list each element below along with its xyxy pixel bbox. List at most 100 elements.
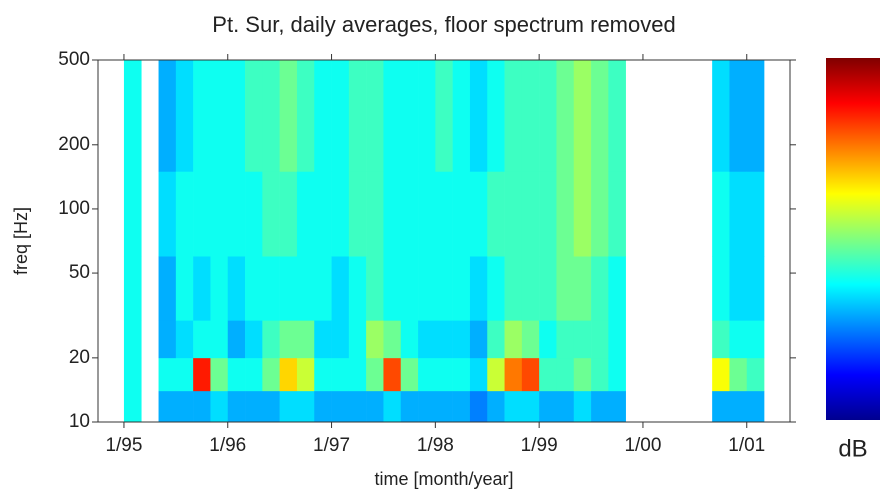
spectrogram-cell (469, 60, 488, 172)
spectrogram-cell (591, 256, 609, 321)
spectrogram-cell (591, 357, 609, 392)
spectrogram-cell (175, 357, 194, 392)
spectrogram-cell (245, 390, 263, 423)
spectrogram-cell (314, 357, 332, 392)
spectrogram-cell (175, 256, 194, 321)
spectrogram-cell (608, 357, 626, 392)
spectrogram-cell (348, 390, 367, 423)
spectrogram-cell (227, 357, 246, 392)
spectrogram-cell (573, 357, 592, 392)
spectrogram-cell (348, 171, 367, 257)
spectrogram-cell (210, 256, 229, 321)
spectrogram-cell (712, 390, 730, 423)
spectrogram-cell (314, 60, 332, 172)
spectrogram-cell (452, 357, 471, 392)
x-tick-label: 1/97 (313, 435, 350, 456)
y-tick-label: 10 (69, 411, 90, 432)
spectrogram-cell (521, 60, 540, 172)
spectrogram-cell (175, 320, 194, 359)
spectrogram-cell (418, 256, 436, 321)
spectrogram-cell (331, 171, 350, 257)
spectrogram-cell (487, 320, 505, 359)
spectrogram-cell (539, 320, 557, 359)
spectrogram-cell (245, 60, 263, 172)
spectrogram-cell (573, 320, 592, 359)
spectrogram-cell (452, 256, 471, 321)
spectrogram-cell (556, 390, 575, 423)
spectrogram-cell (487, 256, 505, 321)
spectrogram-cell (746, 390, 765, 423)
spectrogram-cell (348, 60, 367, 172)
spectrogram-cell (504, 357, 523, 392)
spectrogram-cell (296, 320, 315, 359)
spectrogram-cell (123, 60, 142, 172)
spectrogram-cell (712, 256, 730, 321)
spectrogram-cell (400, 256, 419, 321)
spectrogram-cell (729, 171, 748, 257)
spectrogram-cell (539, 390, 557, 423)
spectrogram-cell (400, 357, 419, 392)
spectrogram-cell (227, 320, 246, 359)
y-tick-label: 200 (58, 134, 90, 155)
spectrogram-cell (262, 357, 280, 392)
spectrogram-cell (746, 171, 765, 257)
spectrogram-cell (400, 171, 419, 257)
spectrogram-cell (123, 390, 142, 423)
spectrogram-cell (452, 171, 471, 257)
spectrogram-cell (366, 60, 384, 172)
spectrogram-cell (175, 390, 194, 423)
spectrogram-cell (746, 357, 765, 392)
spectrogram-cell (435, 171, 453, 257)
spectrogram-cell (193, 60, 211, 172)
spectrogram-cell (314, 390, 332, 423)
spectrogram-cell (331, 60, 350, 172)
x-tick-label: 1/96 (209, 435, 246, 456)
spectrogram-cell (452, 390, 471, 423)
x-tick-label: 1/00 (624, 435, 661, 456)
spectrogram-cell (504, 256, 523, 321)
spectrogram-cell (175, 60, 194, 172)
spectrogram-cell (158, 171, 177, 257)
spectrogram-cell (158, 357, 177, 392)
spectrogram-cell (262, 256, 280, 321)
spectrogram-cell (608, 256, 626, 321)
spectrogram-cell (227, 390, 246, 423)
spectrogram-cell (314, 256, 332, 321)
spectrogram-cell (573, 390, 592, 423)
spectrogram-cell (279, 320, 298, 359)
spectrogram-cell (573, 256, 592, 321)
spectrogram-cell (348, 256, 367, 321)
spectrogram-cell (556, 60, 575, 172)
y-tick-label: 500 (58, 49, 90, 70)
spectrogram-cell (556, 320, 575, 359)
spectrogram-cell (521, 256, 540, 321)
spectrogram-cell (331, 320, 350, 359)
spectrogram-cell (521, 171, 540, 257)
spectrogram-cell (262, 320, 280, 359)
spectrogram-cell (314, 171, 332, 257)
spectrogram-cell (435, 60, 453, 172)
spectrogram-cell (608, 60, 626, 172)
x-tick-label: 1/95 (105, 435, 142, 456)
spectrogram-cell (539, 60, 557, 172)
spectrogram-cell (383, 320, 402, 359)
spectrogram-cell (539, 357, 557, 392)
spectrogram-cell (469, 390, 488, 423)
spectrogram-cell (331, 390, 350, 423)
spectrogram-cell (366, 256, 384, 321)
spectrogram-cell (729, 357, 748, 392)
spectrogram-cell (556, 357, 575, 392)
spectrogram-cell (746, 320, 765, 359)
spectrogram-cell (521, 357, 540, 392)
spectrogram-cell (245, 171, 263, 257)
spectrogram-cell (729, 256, 748, 321)
spectrogram-cell (573, 60, 592, 172)
spectrogram-cell (366, 320, 384, 359)
spectrogram-cell (279, 256, 298, 321)
x-axis-label: time [month/year] (374, 469, 513, 489)
spectrogram-cell (469, 320, 488, 359)
spectrogram-cell (729, 60, 748, 172)
spectrogram-cell (452, 60, 471, 172)
spectrogram-cell (279, 390, 298, 423)
